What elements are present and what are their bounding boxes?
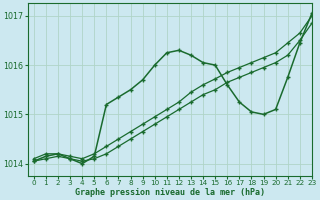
X-axis label: Graphe pression niveau de la mer (hPa): Graphe pression niveau de la mer (hPa) bbox=[75, 188, 265, 197]
